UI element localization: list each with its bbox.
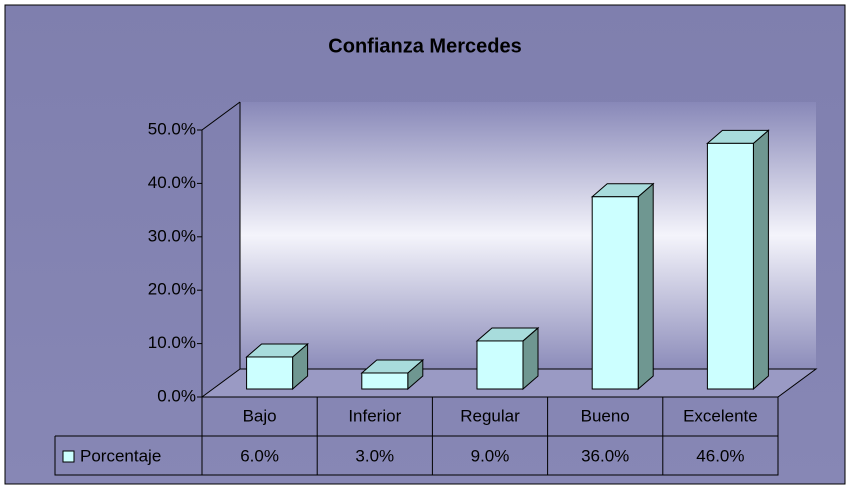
table-value: 3.0% xyxy=(355,446,394,465)
bar-side xyxy=(752,129,769,391)
legend-key xyxy=(62,450,75,463)
x-tick-label: Regular xyxy=(460,406,520,425)
y-tick-label: 10.0% xyxy=(148,333,196,352)
x-tick-label: Inferior xyxy=(348,406,401,425)
wall-edge xyxy=(201,101,241,131)
table-value: 36.0% xyxy=(581,446,629,465)
table-value: 46.0% xyxy=(696,446,744,465)
table-value: 6.0% xyxy=(240,446,279,465)
table-value: 9.0% xyxy=(471,446,510,465)
y-tick-label: 50.0% xyxy=(148,119,196,138)
bar xyxy=(246,356,294,390)
x-tick-label: Excelente xyxy=(683,406,758,425)
bar xyxy=(591,196,639,390)
x-tick-label: Bajo xyxy=(243,406,277,425)
legend-label: Porcentaje xyxy=(80,446,161,465)
bar xyxy=(361,372,409,390)
y-tick-label: 0.0% xyxy=(157,386,196,405)
bar xyxy=(706,142,754,390)
y-tick-label: 40.0% xyxy=(148,173,196,192)
bar-side xyxy=(637,182,654,391)
y-tick-label: 30.0% xyxy=(148,226,196,245)
table-border xyxy=(54,436,202,476)
bar xyxy=(476,340,524,390)
chart-title: Confianza Mercedes xyxy=(328,35,521,57)
x-tick-label: Bueno xyxy=(581,406,630,425)
y-tick-label: 20.0% xyxy=(148,280,196,299)
